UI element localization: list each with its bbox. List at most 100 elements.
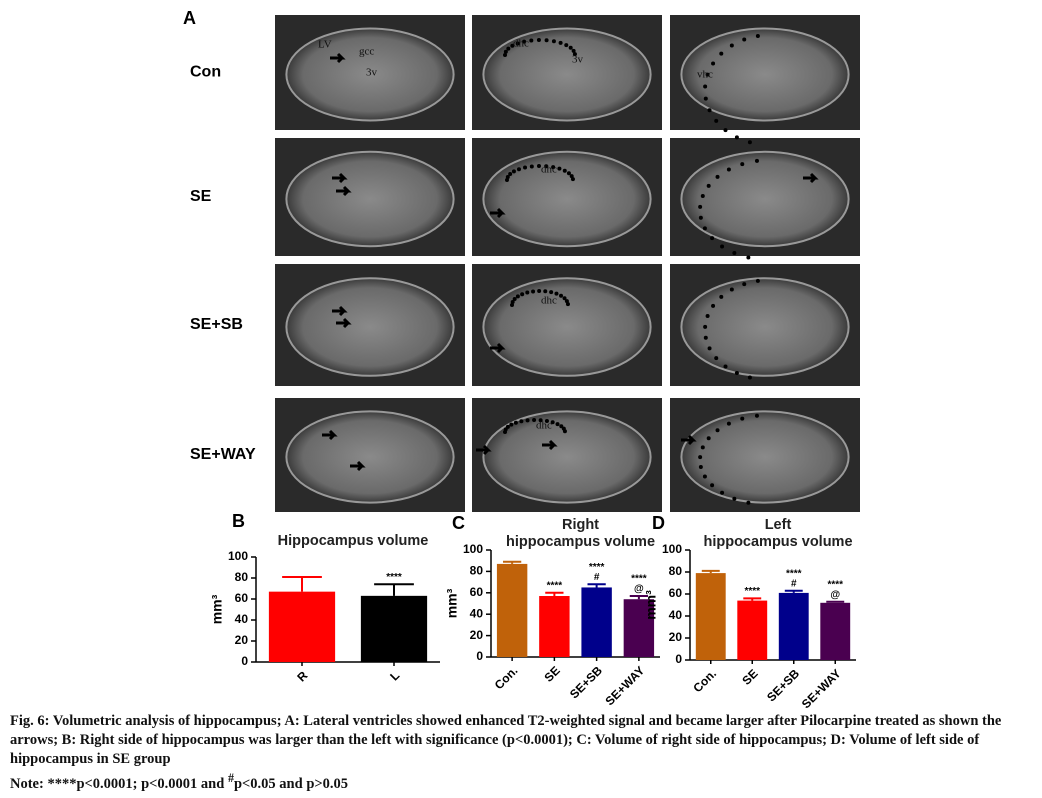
figure: A ConSESE+SBSE+WAYLVgcc3vdhc3vvhcdhcdhcd… bbox=[183, 8, 860, 711]
significance-label: **** bbox=[547, 580, 563, 591]
y-tick-label: 0 bbox=[476, 649, 483, 663]
chart-title: Right bbox=[562, 517, 599, 533]
y-tick-label: 60 bbox=[470, 585, 484, 599]
outline-dot bbox=[531, 289, 536, 294]
outline-dot bbox=[732, 496, 737, 501]
row-label: Con bbox=[190, 64, 221, 81]
outline-dot bbox=[702, 474, 707, 479]
outline-dot bbox=[569, 174, 574, 179]
outline-dot bbox=[515, 294, 520, 299]
caption-note: # bbox=[227, 771, 234, 785]
outline-dot bbox=[505, 178, 509, 182]
significance-label: **** bbox=[386, 572, 402, 583]
outline-dot bbox=[565, 302, 570, 307]
outline-dot bbox=[513, 420, 518, 425]
arrow bbox=[322, 429, 338, 441]
outline-dot bbox=[570, 177, 575, 182]
y-tick-label: 40 bbox=[470, 606, 484, 620]
outline-dot bbox=[711, 303, 716, 308]
outline-dot bbox=[726, 167, 731, 172]
outline-dot bbox=[700, 445, 705, 450]
outline-dot bbox=[564, 299, 569, 304]
arrow bbox=[476, 444, 492, 456]
brain bbox=[285, 410, 455, 504]
outline-dot bbox=[511, 169, 516, 174]
bar bbox=[778, 592, 809, 660]
outline-dot bbox=[564, 43, 569, 48]
outline-dot bbox=[715, 174, 720, 179]
bar bbox=[820, 602, 851, 660]
outline-dot bbox=[740, 416, 745, 421]
brain bbox=[285, 27, 455, 122]
caption-text: Volumetric analysis of hippocampus; A: L… bbox=[10, 713, 1002, 767]
arrow bbox=[332, 305, 348, 317]
outline-dot bbox=[554, 291, 559, 296]
outline-dot bbox=[544, 418, 549, 423]
brain bbox=[680, 27, 850, 122]
caption-note: p<0.05 and p>0.05 bbox=[233, 775, 349, 792]
x-tick-label: R bbox=[294, 668, 310, 684]
outline-dot bbox=[698, 455, 703, 460]
outline-dot bbox=[543, 289, 548, 294]
outline-dot bbox=[519, 419, 524, 424]
chart-title: Left bbox=[765, 517, 792, 533]
y-tick-label: 60 bbox=[669, 586, 683, 600]
row-label: SE+WAY bbox=[190, 446, 256, 463]
bar bbox=[268, 591, 336, 662]
y-tick-label: 40 bbox=[669, 608, 683, 622]
y-tick-label: 0 bbox=[241, 654, 248, 668]
x-tick-label: SE+WAY bbox=[799, 666, 844, 710]
outline-dot bbox=[509, 422, 514, 427]
brain bbox=[680, 410, 850, 504]
bar bbox=[496, 563, 528, 657]
brain bbox=[482, 150, 652, 248]
outline-dot bbox=[719, 294, 724, 299]
x-tick-label: Con. bbox=[492, 663, 521, 692]
outline-dot bbox=[550, 420, 555, 425]
outline-dot bbox=[559, 293, 564, 298]
outline-dot bbox=[706, 436, 711, 441]
outline-dot bbox=[698, 204, 703, 209]
significance-label: **** bbox=[631, 574, 647, 585]
x-tick-label: L bbox=[387, 668, 402, 683]
panel-label: B bbox=[232, 511, 245, 531]
outline-dot bbox=[734, 135, 739, 140]
brain bbox=[482, 410, 652, 504]
bar bbox=[539, 596, 570, 657]
x-tick-label: SE+WAY bbox=[603, 663, 648, 708]
outline-dot bbox=[705, 72, 710, 77]
outline-dot bbox=[703, 335, 708, 340]
bar bbox=[737, 600, 768, 660]
row-label: SE bbox=[190, 188, 212, 205]
outline-dot bbox=[700, 194, 705, 199]
error-bar bbox=[784, 589, 803, 593]
outline-dot bbox=[742, 37, 747, 42]
outline-dot bbox=[562, 168, 567, 173]
outline-dot bbox=[512, 297, 517, 302]
outline-dot bbox=[720, 490, 725, 495]
outline-dot bbox=[551, 39, 556, 44]
outline-dot bbox=[525, 418, 530, 423]
y-axis-label: mm³ bbox=[643, 590, 659, 620]
outline-dot bbox=[510, 43, 515, 48]
outline-dot bbox=[754, 158, 759, 163]
row-label: SE+SB bbox=[190, 316, 243, 333]
outline-dot bbox=[732, 251, 737, 256]
outline-dot bbox=[706, 183, 711, 188]
image-annotation: vhc bbox=[697, 69, 713, 81]
image-annotation: dhc bbox=[536, 420, 552, 432]
error-bar bbox=[374, 583, 414, 596]
outline-dot bbox=[710, 483, 715, 488]
outline-dot bbox=[742, 282, 747, 287]
y-tick-label: 20 bbox=[470, 628, 484, 642]
arrow bbox=[330, 52, 346, 64]
y-tick-label: 40 bbox=[235, 612, 249, 626]
outline-dot bbox=[549, 290, 554, 295]
outline-dot bbox=[746, 255, 751, 260]
outline-dot bbox=[559, 424, 564, 429]
x-tick-label: SE bbox=[542, 663, 563, 684]
y-tick-label: 20 bbox=[669, 630, 683, 644]
outline-dot bbox=[536, 164, 541, 169]
outline-dot bbox=[720, 244, 725, 249]
caption-note: Note: ****p<0.0001; p<0.0001 and bbox=[10, 775, 228, 792]
